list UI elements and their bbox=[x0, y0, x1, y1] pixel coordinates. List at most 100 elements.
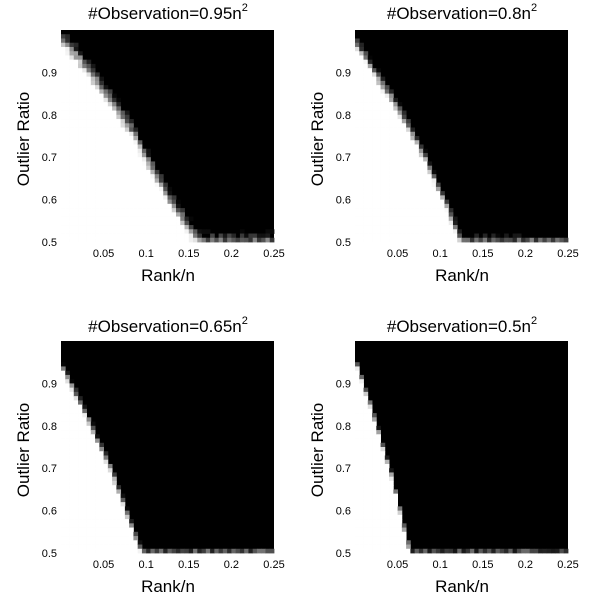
heatmap-cell bbox=[158, 212, 164, 217]
heatmap-cell bbox=[372, 485, 377, 490]
heatmap-cell bbox=[188, 229, 194, 234]
heatmap-cell bbox=[120, 536, 126, 541]
heatmap-cell bbox=[73, 438, 79, 444]
y-tick-label: 0.8 bbox=[336, 110, 351, 122]
heatmap-cell bbox=[73, 417, 79, 422]
heatmap-cell bbox=[69, 68, 75, 73]
heatmap-cell bbox=[120, 229, 126, 234]
heatmap-cell bbox=[95, 476, 100, 482]
heatmap-cell bbox=[95, 191, 100, 196]
heatmap-cell bbox=[86, 106, 92, 111]
heatmap-cell bbox=[73, 191, 79, 196]
heatmap-cell bbox=[167, 216, 173, 222]
heatmap-cell bbox=[376, 468, 381, 473]
heatmap-cell bbox=[384, 106, 390, 111]
heatmap-cell bbox=[90, 106, 96, 111]
heatmap-cell bbox=[107, 97, 113, 103]
heatmap-cell bbox=[397, 110, 403, 116]
heatmap-cell bbox=[86, 165, 92, 171]
heatmap-cell bbox=[448, 220, 454, 226]
x-tick-label: 0.1 bbox=[139, 559, 154, 571]
y-tick-label: 0.5 bbox=[336, 548, 351, 560]
heatmap-cell bbox=[86, 80, 92, 86]
heatmap-cell bbox=[69, 438, 75, 444]
heatmap-cell bbox=[363, 85, 369, 90]
heatmap-cell bbox=[107, 489, 113, 495]
heatmap-cell bbox=[380, 455, 386, 461]
heatmap-cell bbox=[418, 144, 424, 150]
heatmap-cell bbox=[227, 548, 232, 554]
heatmap-cell bbox=[61, 480, 66, 486]
heatmap-cell bbox=[355, 485, 360, 490]
heatmap-cell bbox=[99, 523, 104, 528]
heatmap-cell bbox=[107, 140, 113, 145]
heatmap-cell bbox=[355, 106, 360, 111]
heatmap-cell bbox=[61, 442, 66, 448]
heatmap-cell bbox=[65, 476, 70, 482]
heatmap-cell bbox=[90, 493, 96, 499]
heatmap-cell bbox=[116, 178, 122, 184]
heatmap-cell bbox=[393, 212, 398, 217]
heatmap-cell bbox=[363, 506, 369, 511]
heatmap-cell bbox=[372, 417, 377, 422]
heatmap-cell bbox=[376, 233, 381, 239]
heatmap-cell bbox=[372, 421, 377, 427]
heatmap-cell bbox=[355, 161, 360, 167]
heatmap-cell bbox=[116, 148, 122, 154]
heatmap-cell bbox=[65, 203, 70, 209]
heatmap-cell bbox=[239, 233, 245, 239]
heatmap-cell bbox=[401, 191, 407, 196]
heatmap-cell bbox=[112, 114, 117, 120]
heatmap-cell bbox=[440, 212, 445, 217]
heatmap-cell bbox=[90, 203, 96, 209]
heatmap-cells bbox=[61, 30, 275, 243]
heatmap-cell bbox=[120, 161, 126, 167]
heatmap-cell bbox=[65, 527, 70, 533]
heatmap-cell bbox=[214, 548, 220, 554]
heatmap-cell bbox=[82, 527, 87, 533]
heatmap-cell bbox=[99, 114, 104, 120]
heatmap-cell bbox=[82, 68, 87, 73]
heatmap-cell bbox=[129, 123, 134, 128]
heatmap-cell bbox=[73, 447, 79, 452]
heatmap-cell bbox=[256, 233, 262, 239]
heatmap-cell bbox=[376, 510, 381, 516]
heatmap-cell bbox=[380, 136, 386, 141]
heatmap-cell bbox=[367, 68, 373, 73]
heatmap-cell bbox=[99, 485, 104, 490]
heatmap-cell bbox=[367, 485, 373, 490]
heatmap-cell bbox=[359, 548, 364, 554]
heatmap-cell bbox=[418, 174, 424, 179]
heatmap-cell bbox=[78, 106, 83, 111]
heatmap-cell bbox=[86, 152, 92, 158]
heatmap-cell bbox=[355, 527, 360, 533]
heatmap-cell bbox=[99, 233, 104, 239]
heatmap-cell bbox=[107, 165, 113, 171]
heatmap-cell bbox=[61, 463, 66, 469]
heatmap-cell bbox=[355, 544, 360, 550]
heatmap-cell bbox=[73, 472, 79, 478]
heatmap-cell bbox=[78, 203, 83, 209]
heatmap-cell bbox=[418, 161, 424, 167]
heatmap-cell bbox=[355, 531, 360, 537]
heatmap-cell bbox=[107, 131, 113, 137]
heatmap-cell bbox=[380, 527, 386, 533]
heatmap-cell bbox=[359, 208, 364, 213]
heatmap-cell bbox=[86, 208, 92, 213]
heatmap-cell bbox=[82, 489, 87, 495]
heatmap-cell bbox=[86, 68, 92, 73]
heatmap-cells bbox=[61, 341, 275, 554]
heatmap-cell bbox=[367, 544, 373, 550]
heatmap-cell bbox=[150, 225, 156, 230]
heatmap-cell bbox=[65, 442, 70, 448]
heatmap-cell bbox=[359, 102, 364, 107]
heatmap-cell bbox=[99, 165, 104, 171]
heatmap-cell bbox=[78, 514, 83, 520]
heatmap-cell bbox=[389, 131, 394, 137]
heatmap-cell bbox=[116, 544, 122, 550]
heatmap-cell bbox=[184, 233, 190, 239]
heatmap-cell bbox=[376, 442, 381, 448]
heatmap-cell bbox=[376, 430, 381, 435]
heatmap-cell bbox=[376, 480, 381, 486]
heatmap-cell bbox=[363, 540, 369, 545]
